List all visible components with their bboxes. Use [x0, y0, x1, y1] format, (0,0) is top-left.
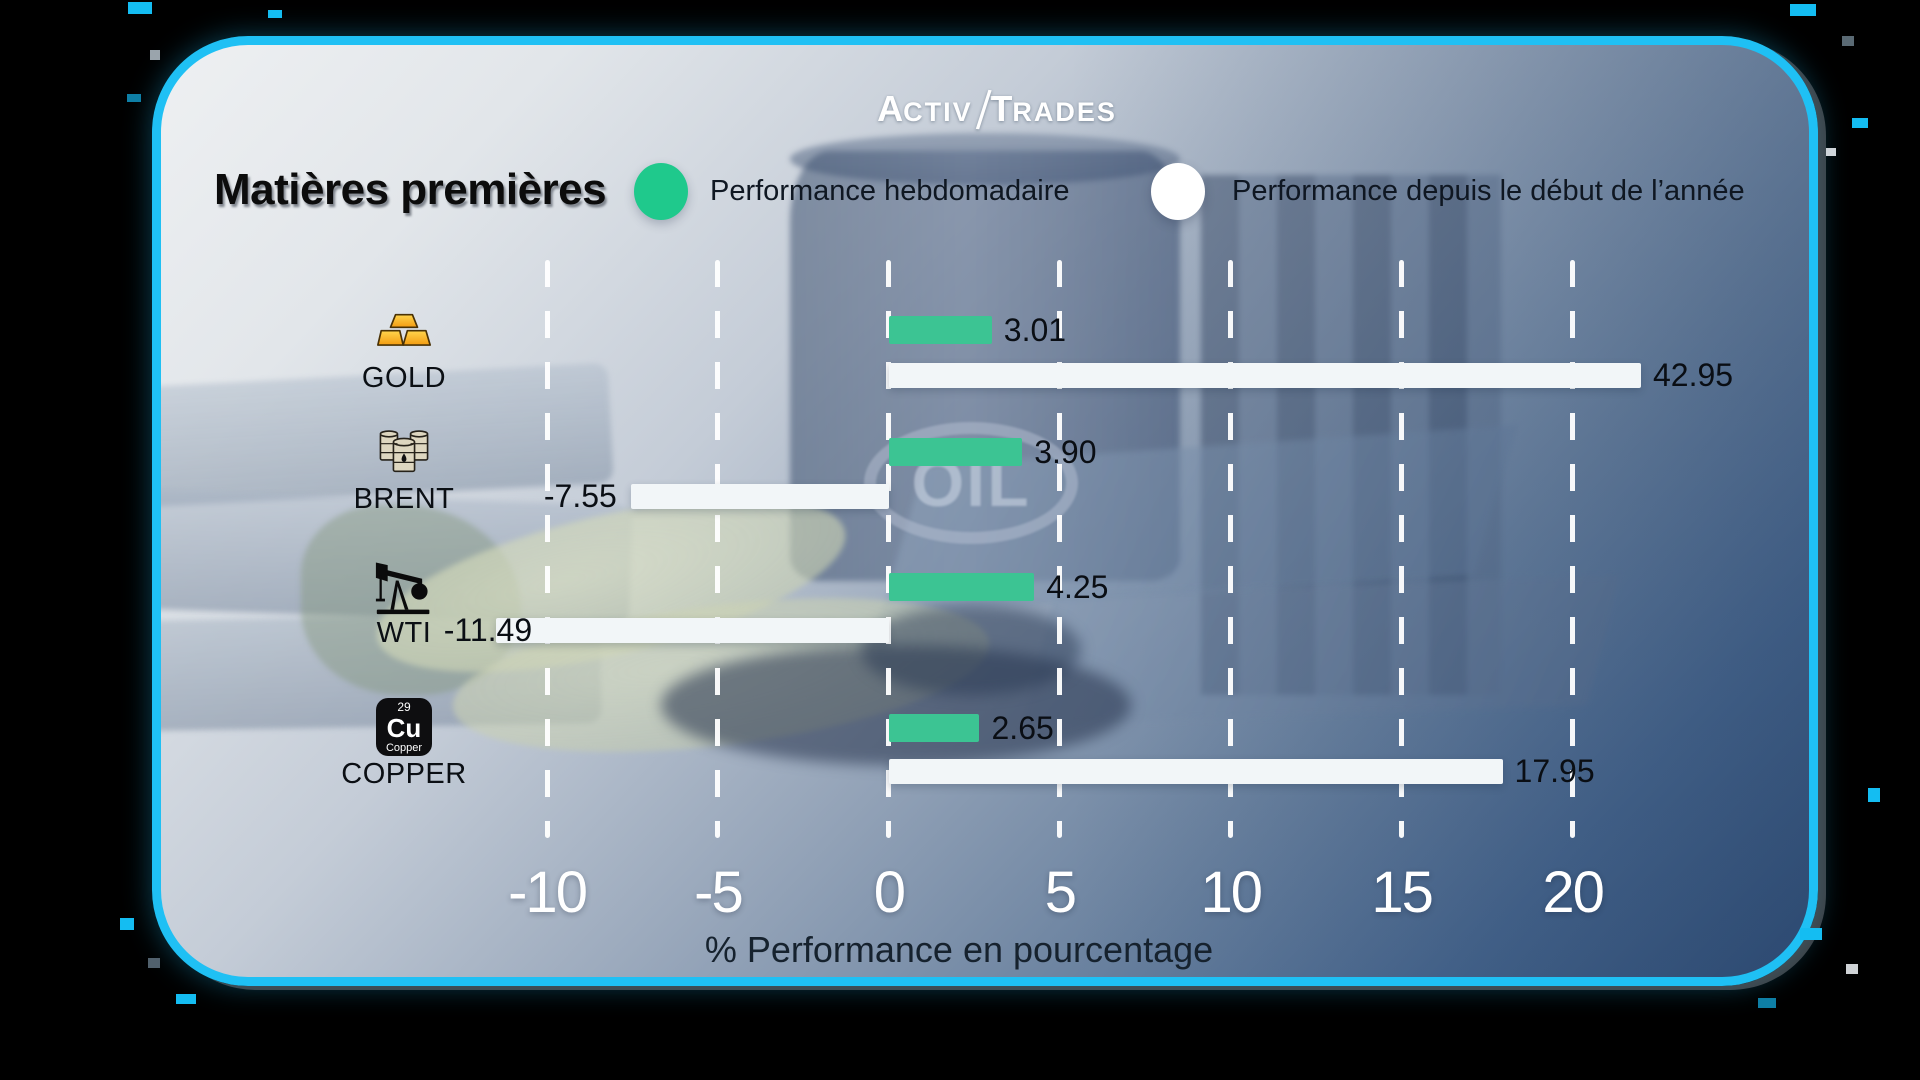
bar-ytd-gold: [888, 363, 1641, 388]
axis-tick-0: 0: [873, 860, 906, 925]
bar-weekly-brent: [888, 438, 1023, 466]
edge-artifact: [1758, 998, 1776, 1008]
edge-artifact: [150, 50, 160, 60]
axis-tick-5: 5: [1044, 860, 1077, 925]
oil-barrels-icon: [375, 422, 433, 480]
legend-ytd-swatch: [1151, 163, 1205, 220]
axis-tick-15: 15: [1371, 860, 1433, 925]
edge-artifact: [1800, 928, 1822, 940]
bar-chart-plot: -10 -5 0 5 10 15 20 GOLD 3.01 42.95 BRENT 3.90 -7.…: [341, 260, 1733, 922]
gold-bars-svg: [377, 313, 431, 346]
x-axis-title: % Performance en pourcentage: [704, 929, 1214, 970]
gridline-10: [1228, 260, 1234, 838]
edge-artifact: [128, 2, 152, 14]
bar-ytd-brent: [630, 484, 889, 509]
value-ytd-brent: -7.55: [543, 478, 617, 514]
edge-artifact: [148, 958, 160, 968]
value-weekly-brent: 3.90: [1034, 434, 1097, 470]
edge-artifact: [268, 10, 282, 18]
axis-tick--10: -10: [508, 860, 588, 925]
gridline-0: [886, 260, 892, 838]
bar-ytd-copper: [888, 759, 1503, 784]
gridline-20: [1570, 260, 1576, 838]
oil-barrels-svg: [379, 430, 429, 473]
legend-weekly-swatch: [634, 163, 688, 220]
copper-element-badge: 29 Cu Copper: [376, 698, 432, 756]
value-ytd-copper: 17.95: [1514, 753, 1595, 789]
category-label-brent: BRENT: [353, 483, 455, 515]
bar-ytd-wti: [496, 618, 889, 643]
logo-part: CTIV: [903, 97, 973, 127]
legend-ytd-label: Performance depuis le début de l’année: [1232, 175, 1745, 207]
axis-tick--5: -5: [694, 860, 744, 925]
edge-artifact: [1868, 788, 1880, 802]
edge-artifact: [1790, 4, 1816, 16]
pump-jack-svg: [375, 562, 430, 615]
category-label-copper: COPPER: [341, 758, 467, 790]
edge-artifact: [1826, 148, 1836, 156]
value-weekly-wti: 4.25: [1046, 569, 1109, 605]
edge-artifact: [176, 994, 196, 1004]
activtrades-logo: A CTIV / T RADES: [877, 79, 1117, 141]
value-weekly-gold: 3.01: [1003, 312, 1067, 348]
gridline--10: [544, 260, 550, 838]
category-label-wti: WTI: [376, 617, 432, 649]
gridline-5: [1057, 260, 1063, 838]
bar-weekly-copper: [888, 714, 980, 742]
edge-artifact: [120, 918, 134, 930]
edge-artifact: [1842, 36, 1854, 46]
bar-weekly-wti: [888, 573, 1035, 601]
copper-element-icon: 29 Cu Copper: [375, 698, 433, 756]
edge-artifact: [1846, 964, 1858, 974]
page-title: Matières premières: [214, 165, 607, 214]
copper-symbol: Cu: [386, 712, 422, 743]
logo-part: A: [877, 88, 904, 129]
category-label-gold: GOLD: [361, 362, 447, 394]
value-weekly-copper: 2.65: [991, 710, 1054, 746]
copper-atomic-number: 29: [397, 699, 411, 714]
logo-slash-icon: /: [974, 79, 993, 142]
gold-bars-icon: [375, 300, 433, 358]
value-ytd-gold: 42.95: [1653, 357, 1734, 393]
logo-part: T: [990, 88, 1013, 129]
value-ytd-wti: -11.49: [443, 612, 533, 648]
copper-name: Copper: [385, 741, 423, 754]
bar-weekly-gold: [888, 316, 992, 344]
axis-tick-10: 10: [1200, 860, 1263, 925]
gridline-15: [1399, 260, 1405, 838]
gridline--5: [715, 260, 721, 838]
edge-artifact: [127, 94, 141, 102]
infographic-card: OIL A CTIV / T RADES Matières premières Perf…: [152, 36, 1818, 986]
pump-jack-icon: [375, 557, 433, 615]
edge-artifact: [1852, 118, 1868, 128]
logo-part: RADES: [1012, 97, 1117, 127]
legend-weekly-label: Performance hebdomadaire: [710, 175, 1070, 207]
axis-tick-20: 20: [1542, 860, 1604, 925]
